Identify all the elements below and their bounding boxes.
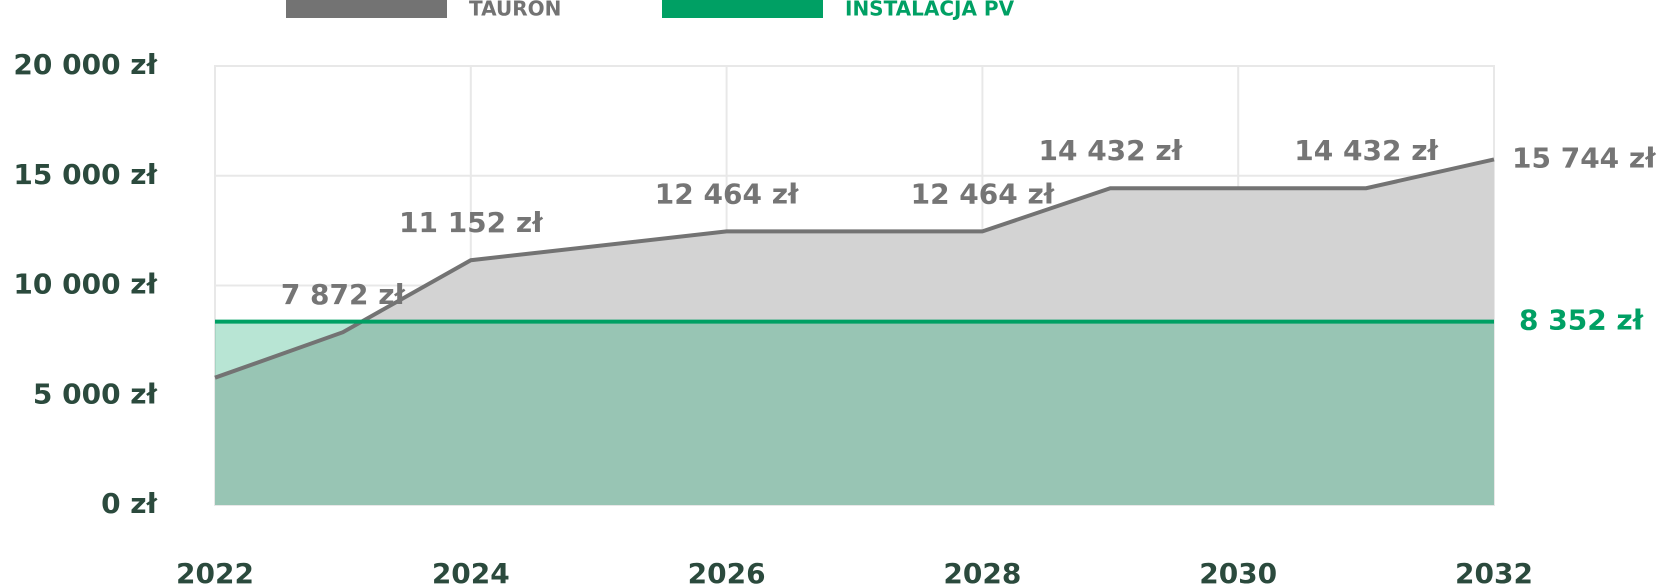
area [215, 321, 1494, 505]
y-tick-label: 10 000 zł [13, 268, 157, 301]
x-tick-label: 2030 [1199, 557, 1277, 588]
legend-label: INSTALACJA PV [845, 0, 1015, 21]
y-tick-label: 15 000 zł [13, 158, 157, 191]
value-label: 7 872 zł [281, 278, 406, 311]
value-label: 12 464 zł [911, 177, 1055, 210]
x-tick-label: 2028 [943, 557, 1021, 588]
legend-swatch [286, 0, 447, 18]
value-label: 8 352 zł [1519, 304, 1644, 337]
x-tick-label: 2026 [688, 557, 766, 588]
x-tick-label: 2032 [1455, 557, 1533, 588]
value-label: 15 744 zł [1512, 141, 1656, 174]
legend-label: TAURON [469, 0, 561, 21]
legend-swatch [662, 0, 823, 18]
x-tick-label: 2024 [432, 557, 510, 588]
value-label: 12 464 zł [655, 177, 799, 210]
value-label: 11 152 zł [399, 206, 543, 239]
value-label: 14 432 zł [1038, 134, 1182, 167]
x-tick-label: 2022 [176, 557, 254, 588]
y-tick-label: 5 000 zł [33, 377, 158, 410]
area [215, 159, 1494, 506]
value-label: 14 432 zł [1294, 134, 1438, 167]
y-tick-label: 0 zł [101, 487, 158, 520]
y-tick-label: 20 000 zł [13, 48, 157, 81]
